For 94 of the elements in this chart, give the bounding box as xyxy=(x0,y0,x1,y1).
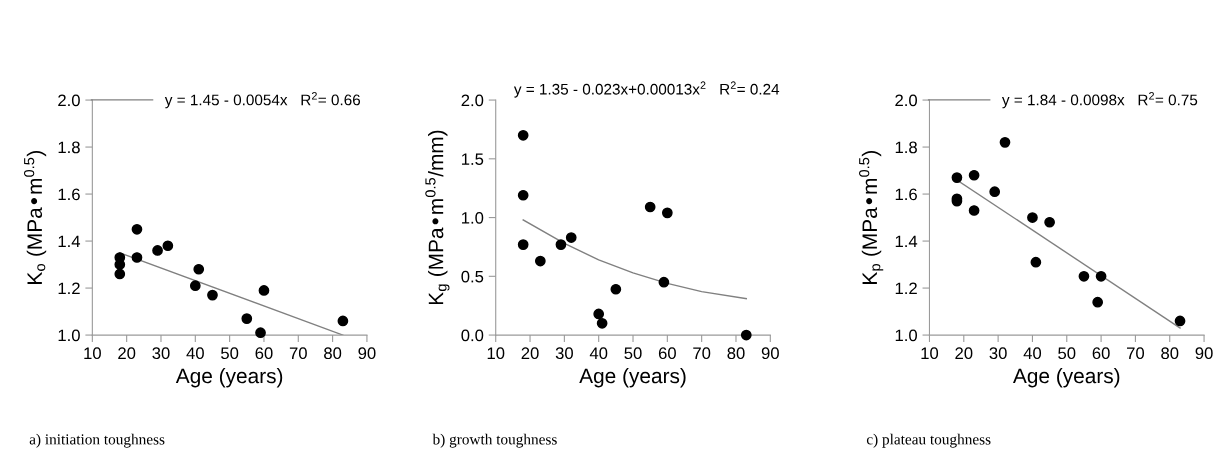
point xyxy=(131,252,143,263)
y-axis-title: K$_{g}$ (MPa•m$^{0.5}$/mm) xyxy=(425,130,450,305)
point xyxy=(193,263,205,275)
x-tick-label: 30 xyxy=(989,347,1007,360)
point xyxy=(565,232,577,243)
x-tick-label: 50 xyxy=(221,347,239,360)
x-tick-label: 30 xyxy=(555,347,573,360)
x-tick-label: 20 xyxy=(118,347,136,360)
y-axis-title: K$_{o}$ (MPa•m$^{0.5}$) xyxy=(23,150,47,284)
point xyxy=(241,313,253,324)
x-tick-label: 30 xyxy=(152,347,170,360)
x-tick-label: 20 xyxy=(955,347,973,360)
x-tick-label: 70 xyxy=(289,347,307,360)
point xyxy=(152,245,163,256)
point xyxy=(517,189,529,201)
y-tick-label: 1.2 xyxy=(58,282,80,295)
point xyxy=(740,329,752,341)
point xyxy=(999,137,1011,148)
y-tick-label: 1.2 xyxy=(895,282,917,295)
x-tick-label: 10 xyxy=(487,347,505,360)
x-tick-label: 90 xyxy=(1195,347,1213,360)
text: y = 1.35 - 0.023x+0.00013x$^{2}$ R$^{2}$= 0.24 xyxy=(513,81,780,98)
x-axis-title: Age (years) xyxy=(1012,367,1120,388)
y-tick-label: 1.0 xyxy=(58,329,80,342)
y-axis-title: K$_{p}$ (MPa•m$^{0.5}$) xyxy=(859,150,884,284)
y-tick-label: 1.4 xyxy=(895,235,918,248)
point xyxy=(596,317,608,329)
y-tick-label: 1.6 xyxy=(58,188,80,201)
x-tick-label: 60 xyxy=(658,347,676,360)
y-tick-label: 1.4 xyxy=(58,235,81,248)
text: b) growth toughness xyxy=(432,433,557,448)
point xyxy=(951,172,963,183)
y-tick-label: 1.0 xyxy=(462,211,484,224)
point xyxy=(1092,296,1104,308)
point xyxy=(989,186,1001,198)
point xyxy=(255,327,266,339)
point xyxy=(644,201,656,213)
x-tick-label: 60 xyxy=(1092,347,1110,360)
x-tick-label: 40 xyxy=(1023,347,1042,360)
x-tick-label: 70 xyxy=(1127,347,1145,360)
point xyxy=(517,129,529,141)
x-axis-title: Age (years) xyxy=(579,367,686,388)
x-tick-label: 90 xyxy=(358,347,376,360)
point xyxy=(1030,256,1042,268)
x-tick-label: 50 xyxy=(624,347,642,360)
y-tick-label: 1.5 xyxy=(462,153,484,166)
y-tick-label: 0.0 xyxy=(461,329,484,342)
y-tick-label: 1.8 xyxy=(895,141,917,154)
point xyxy=(1078,270,1090,282)
point xyxy=(114,268,126,280)
x-tick-label: 90 xyxy=(761,347,779,360)
y-tick-label: 2.0 xyxy=(895,94,918,107)
y-tick-label: 2.0 xyxy=(58,94,80,107)
y-tick-label: 1.6 xyxy=(895,188,917,201)
point xyxy=(555,239,567,250)
legend-label: y = 1.84 - 0.0098x R$^{2}$= 0.75 xyxy=(1001,92,1198,109)
point xyxy=(517,239,529,250)
y-tick-label: 1.8 xyxy=(58,141,80,154)
point xyxy=(207,289,218,301)
line-series xyxy=(522,219,747,300)
point xyxy=(593,308,605,320)
point xyxy=(131,223,143,235)
text: c) plateau toughness xyxy=(866,433,991,448)
point xyxy=(337,315,349,327)
x-tick-label: 80 xyxy=(1161,347,1179,360)
point xyxy=(162,240,174,252)
x-tick-label: 20 xyxy=(521,347,539,360)
x-tick-label: 70 xyxy=(693,347,711,360)
x-tick-label: 80 xyxy=(727,347,745,360)
x-tick-label: 50 xyxy=(1058,347,1076,360)
point xyxy=(1174,315,1186,327)
x-tick-label: 60 xyxy=(255,347,273,360)
x-tick-label: 80 xyxy=(324,347,342,360)
point xyxy=(968,169,980,181)
x-tick-label: 40 xyxy=(186,347,204,360)
x-tick-label: 10 xyxy=(84,347,101,360)
text: a) initiation toughness xyxy=(29,433,165,448)
point xyxy=(968,205,980,216)
y-tick-label: 1.0 xyxy=(895,329,918,342)
point xyxy=(534,255,546,267)
legend-label: y = 1.45 - 0.0054x R$^{2}$= 0.66 xyxy=(164,92,361,109)
point xyxy=(1095,270,1107,282)
y-tick-label: 2.0 xyxy=(461,94,484,107)
point xyxy=(658,276,670,288)
x-tick-label: 40 xyxy=(589,347,608,360)
x-tick-label: 10 xyxy=(921,347,939,360)
point xyxy=(661,207,673,219)
point xyxy=(258,285,270,296)
x-axis-title: Age (years) xyxy=(175,367,283,388)
point xyxy=(610,283,622,295)
point xyxy=(1044,216,1055,228)
y-tick-label: 0.5 xyxy=(461,270,484,283)
point xyxy=(189,280,201,292)
point xyxy=(1027,212,1038,223)
